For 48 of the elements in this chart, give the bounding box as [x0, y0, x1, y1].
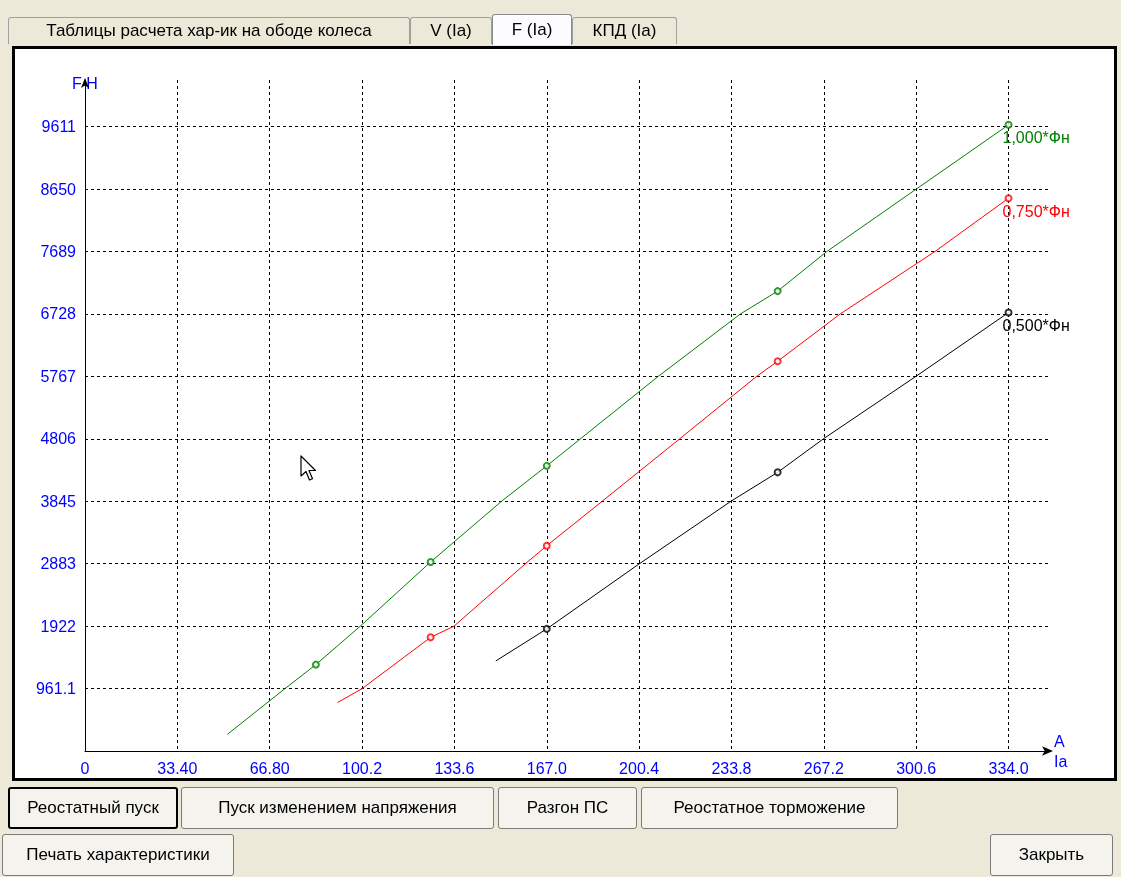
point	[773, 357, 782, 366]
y-tick-label: 5767	[40, 367, 77, 385]
series-label: 0,750*Фн	[1002, 202, 1070, 220]
y-tick-label: 1922	[40, 617, 77, 635]
series-label: 0,500*Фн	[1002, 317, 1070, 335]
y-tick-label: 6728	[40, 305, 77, 323]
point	[773, 468, 782, 477]
point	[1004, 308, 1013, 317]
point	[1004, 194, 1013, 203]
y-tick-label: 961.1	[35, 680, 77, 698]
x-tick-label: 300.6	[896, 759, 937, 777]
y-tick-label: 9611	[41, 118, 77, 136]
x-tick-label: 167.0	[526, 759, 567, 777]
point	[773, 287, 782, 296]
y-tick-label: 8650	[40, 180, 77, 198]
x-tick-label: 200.4	[619, 759, 660, 777]
button[interactable]: Пуск изменением напряжения	[181, 787, 494, 829]
y-tick-label: 4806	[40, 430, 77, 448]
x-tick-label: 267.2	[803, 759, 844, 777]
button[interactable]: Закрыть	[990, 834, 1113, 876]
point	[1004, 120, 1013, 129]
button[interactable]: Разгон ПС	[498, 787, 637, 829]
x-axis-title: А Ia	[1054, 732, 1068, 770]
x-tick-label: 100.2	[342, 759, 383, 777]
tab[interactable]: КПД (Ia)	[572, 17, 677, 44]
x-tick-label: 133.6	[434, 759, 475, 777]
series-label: 1,000*Фн	[1002, 129, 1070, 147]
x-tick-label: 233.8	[711, 759, 752, 777]
y-axis-title: F Н	[72, 74, 98, 92]
button[interactable]: Реостатное торможение	[641, 787, 898, 829]
point	[426, 557, 435, 566]
button[interactable]: Реостатный пуск	[8, 787, 178, 829]
point	[311, 660, 320, 669]
point	[542, 541, 551, 550]
point	[542, 624, 551, 633]
tab[interactable]: F (Ia)	[492, 14, 572, 45]
button[interactable]: Печать характеристики	[2, 834, 234, 876]
x-tick-label: 334.0	[988, 759, 1029, 777]
y-tick-label: 7689	[40, 243, 77, 261]
tab[interactable]: Таблицы расчета хар-ик на ободе колеса	[8, 17, 410, 44]
x-tick-label: 66.80	[249, 759, 290, 777]
point	[542, 461, 551, 470]
x-tick-label: 33.40	[157, 759, 198, 777]
y-tick-label: 2883	[40, 555, 77, 573]
point	[426, 633, 435, 642]
y-tick-label: 3845	[40, 492, 77, 510]
tab[interactable]: V (Ia)	[410, 17, 492, 44]
x-tick-label: 0	[80, 759, 90, 777]
